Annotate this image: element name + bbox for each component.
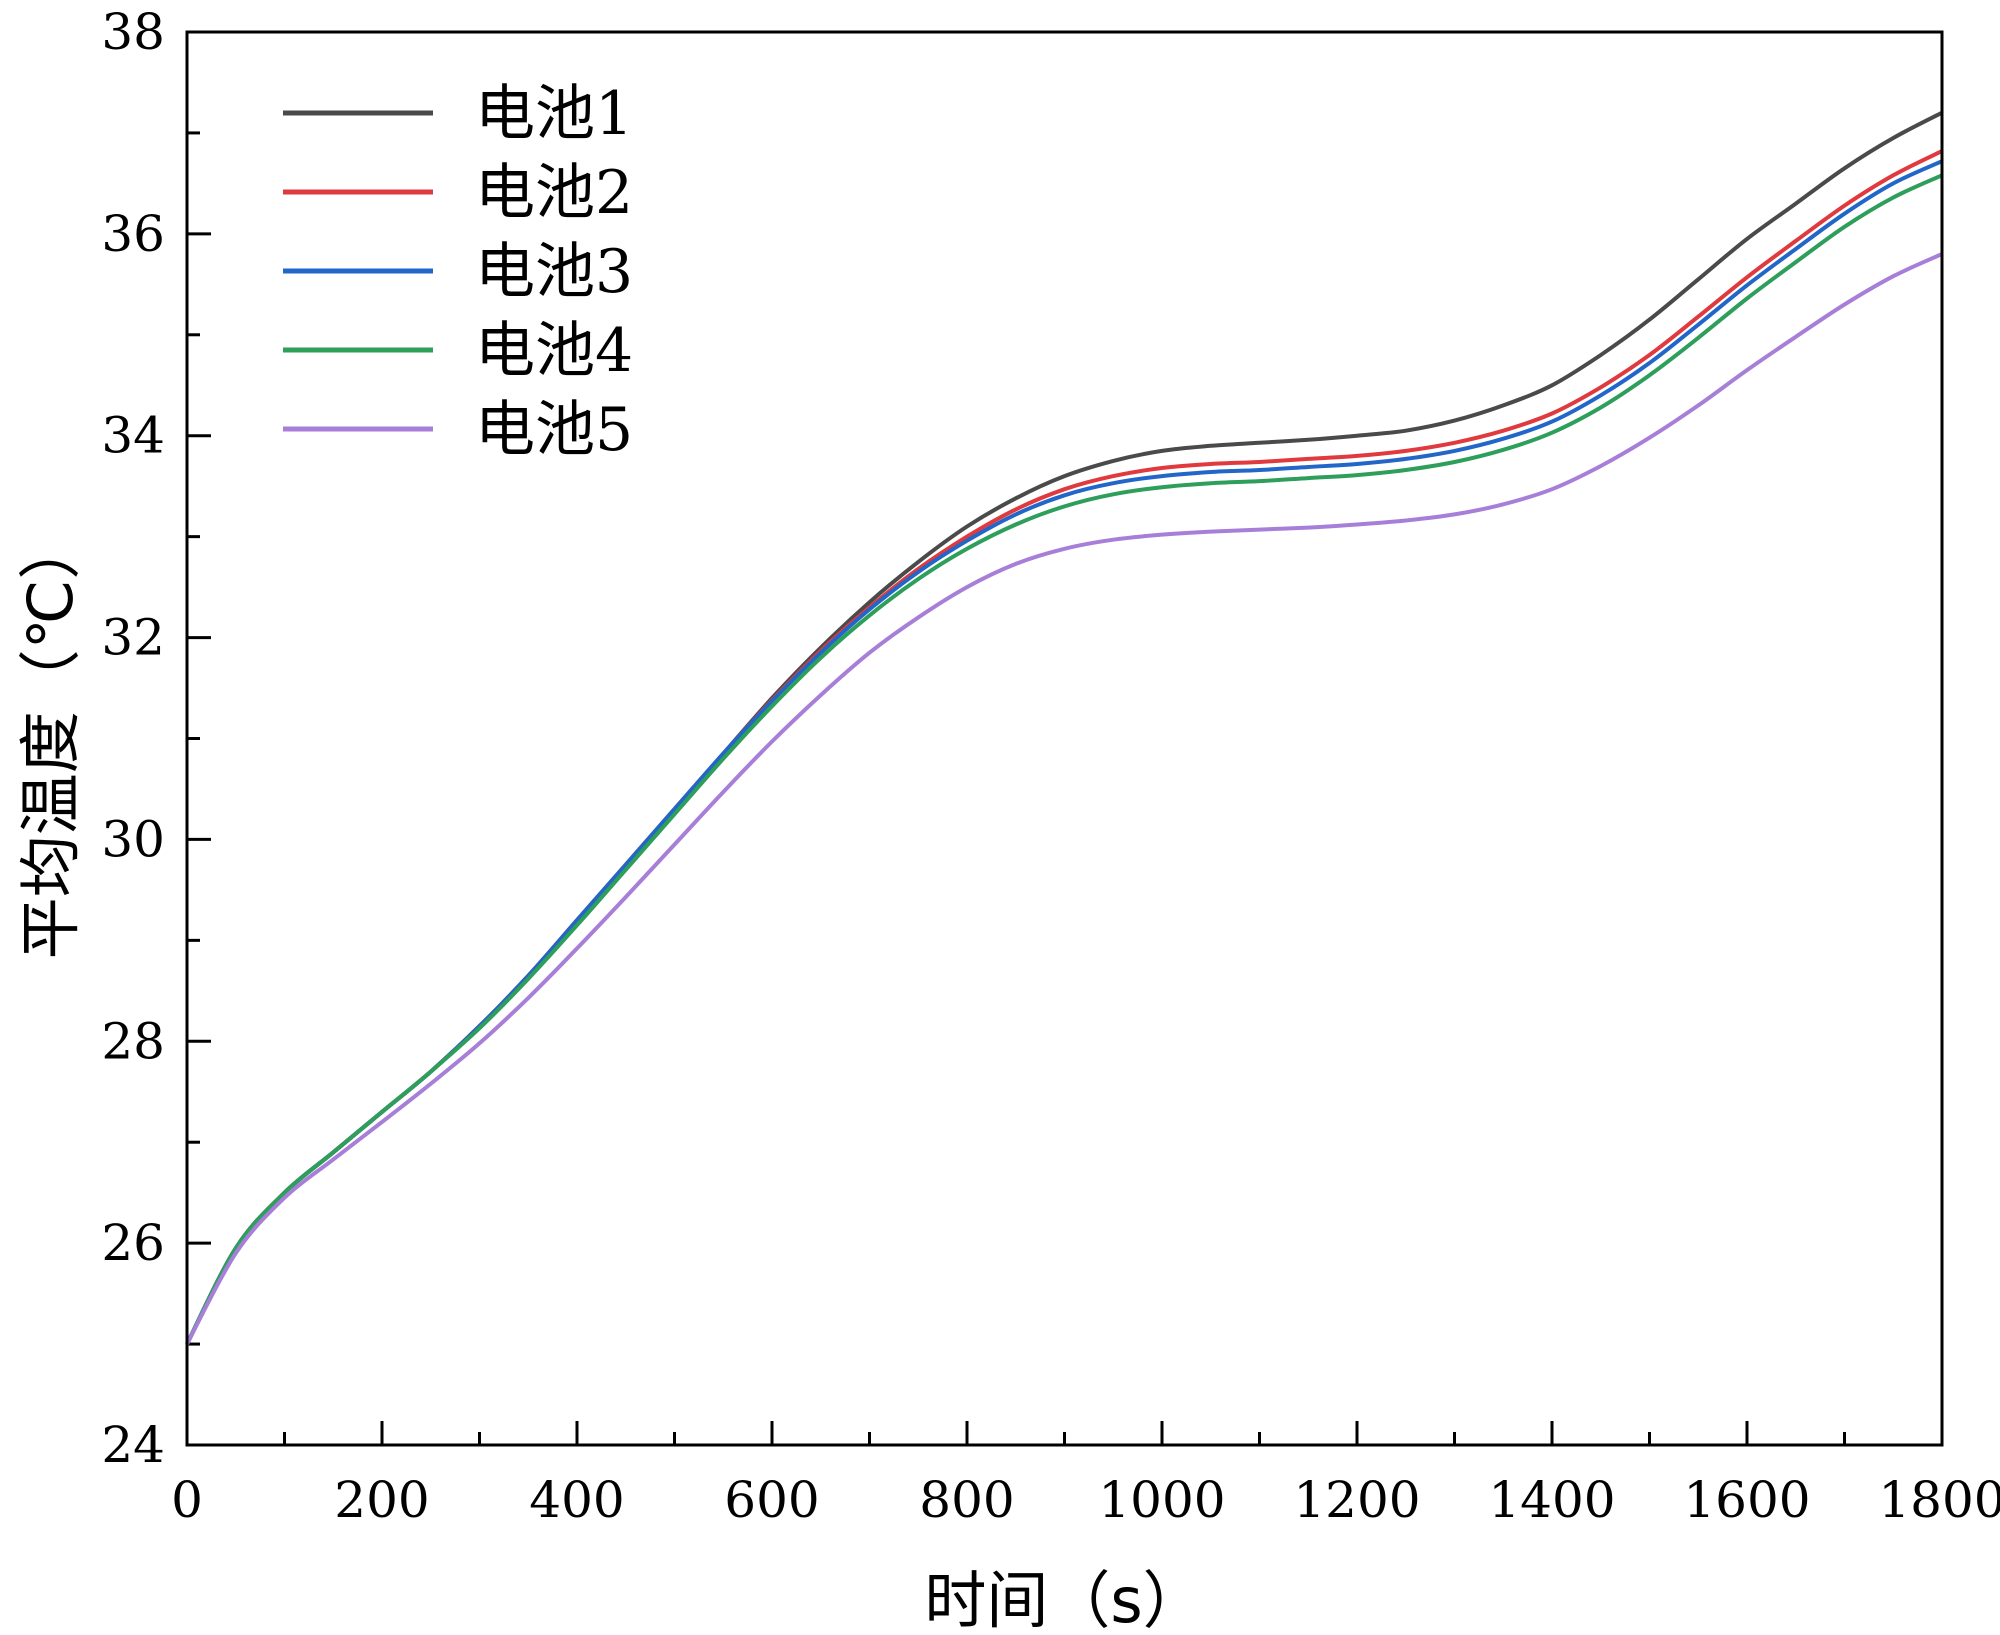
series-line-电池2	[185, 149, 1943, 1346]
legend-label: 电池1	[475, 79, 633, 149]
series-line-电池4	[185, 173, 1943, 1346]
y-tick-label: 24	[101, 1416, 165, 1474]
x-tick-label: 400	[529, 1471, 624, 1529]
legend-label: 电池4	[475, 316, 633, 386]
x-tick-label: 1800	[1878, 1471, 2000, 1529]
y-tick-label: 28	[101, 1012, 165, 1070]
y-tick-label: 30	[101, 810, 165, 868]
x-axis-ticks: 0 200 400 600 800 1000 1200 1400 1600 1800	[171, 1421, 2000, 1529]
y-axis-ticks: 24 26 28 30 32 34 36 38	[101, 3, 211, 1474]
x-tick-label: 200	[334, 1471, 429, 1529]
legend-label: 电池3	[475, 237, 633, 307]
plot-frame	[185, 30, 1944, 1447]
legend-label: 电池5	[475, 395, 633, 465]
x-tick-label: 1400	[1488, 1471, 1615, 1529]
x-axis-title: 时间（s）	[924, 1564, 1204, 1635]
x-tick-label: 600	[724, 1471, 819, 1529]
x-tick-label: 1600	[1683, 1471, 1810, 1529]
x-tick-label: 1200	[1293, 1471, 1420, 1529]
legend-label: 电池2	[475, 158, 633, 228]
series-line-电池3	[185, 159, 1943, 1346]
x-tick-label: 800	[919, 1471, 1014, 1529]
series-line-电池1	[185, 110, 1943, 1346]
x-tick-label: 1000	[1098, 1471, 1225, 1529]
y-tick-label: 26	[101, 1214, 165, 1272]
y-tick-label: 32	[101, 609, 165, 667]
x-tick-label: 0	[171, 1471, 203, 1529]
y-axis-title: 平均温度（℃）	[14, 518, 87, 960]
y-tick-label: 38	[101, 3, 165, 61]
series-line-电池5	[185, 252, 1943, 1346]
series-layer	[185, 110, 1943, 1346]
legend: 电池1 电池2 电池3 电池4 电池5	[283, 79, 633, 465]
y-tick-label: 34	[101, 407, 165, 465]
y-tick-label: 36	[101, 205, 165, 263]
